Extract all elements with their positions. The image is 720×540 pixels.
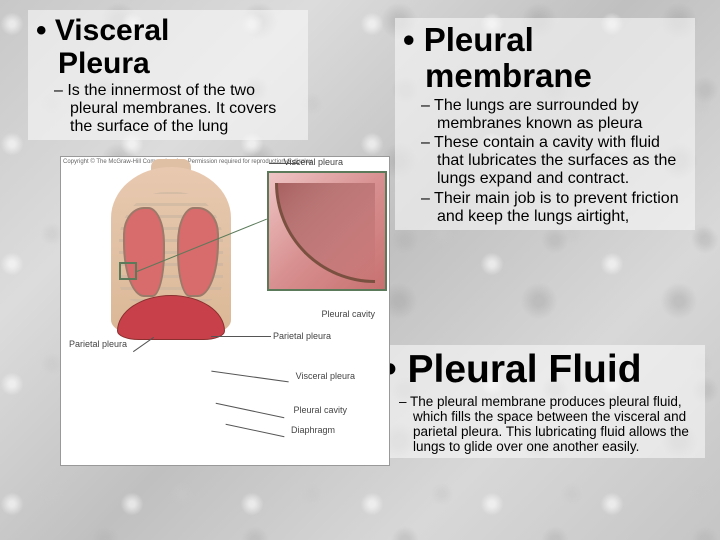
zoom-selection-box: [119, 262, 137, 280]
pointer-par2: [211, 336, 271, 337]
pleura-layer-curve: [275, 183, 375, 283]
pointer-vp: [269, 163, 299, 164]
label-diaphragm: Diaphragm: [291, 425, 335, 435]
pleural-membrane-title-line1: • Pleural: [403, 22, 687, 58]
label-visceral-pleura-2: Visceral pleura: [296, 371, 355, 381]
pleural-fluid-section: • Pleural Fluid – The pleural membrane p…: [375, 345, 705, 458]
visceral-pleura-section: • Visceral Pleura – Is the innermost of …: [28, 10, 308, 140]
pleural-fluid-sub: – The pleural membrane produces pleural …: [383, 394, 697, 454]
pleural-membrane-sub2: – These contain a cavity with fluid that…: [403, 134, 687, 188]
pleural-membrane-sub1: – The lungs are surrounded by membranes …: [403, 97, 687, 133]
left-lung: [123, 207, 165, 297]
label-visceral-pleura: Visceral pleura: [284, 157, 343, 167]
pleural-membrane-title-line2: membrane: [403, 58, 687, 94]
slide-content: • Visceral Pleura – Is the innermost of …: [0, 0, 720, 540]
label-pleural-cavity-2: Pleural cavity: [293, 405, 347, 415]
label-parietal-pleura: Parietal pleura: [69, 339, 127, 349]
visceral-title-line2: Pleura: [36, 47, 300, 80]
zoom-inset: [267, 171, 387, 291]
label-pleural-cavity: Pleural cavity: [321, 309, 375, 319]
torso-illustration: [71, 167, 271, 437]
visceral-title-line1: • Visceral: [36, 14, 300, 47]
pleural-fluid-title: • Pleural Fluid: [383, 349, 697, 392]
pleural-membrane-section: • Pleural membrane – The lungs are surro…: [395, 18, 695, 230]
visceral-subtext: – Is the innermost of the two pleural me…: [36, 82, 300, 136]
label-parietal-pleura-2: Parietal pleura: [273, 331, 331, 341]
pleural-membrane-sub3: – Their main job is to prevent friction …: [403, 190, 687, 226]
anatomy-diagram: Copyright © The McGraw-Hill Companies, I…: [60, 156, 390, 466]
